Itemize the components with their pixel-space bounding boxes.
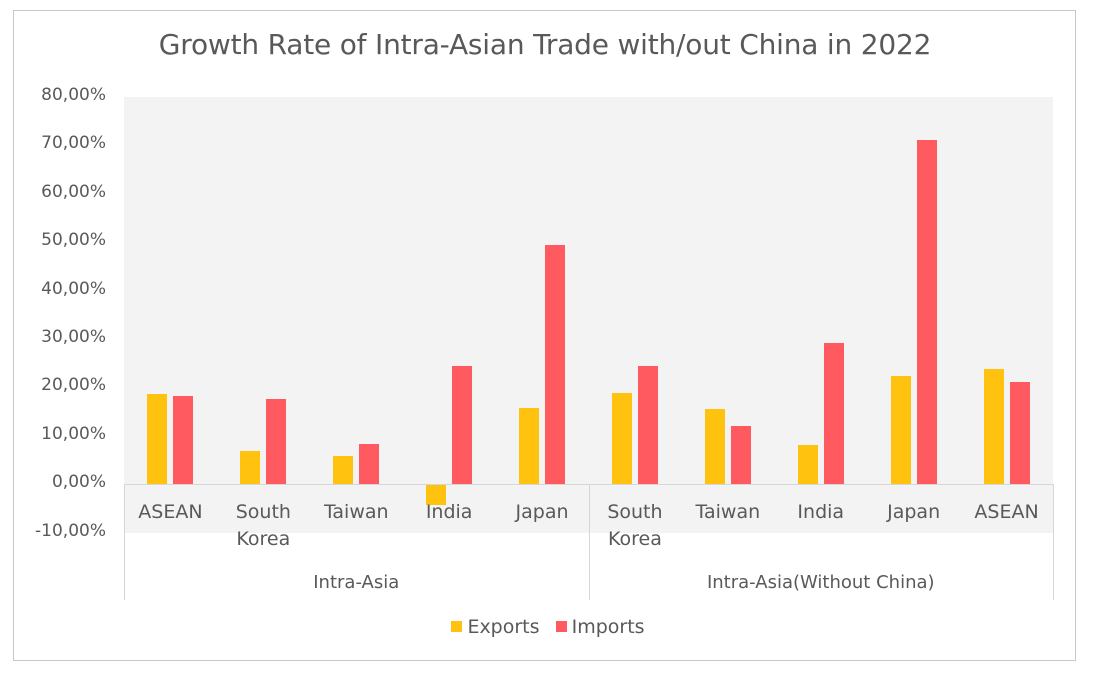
exports-bar[interactable]	[890, 376, 911, 484]
y-tick-label: 20,00%	[41, 375, 106, 396]
legend-label-imports: Imports	[571, 615, 645, 638]
group-label: Intra-Asia(Without China)	[706, 572, 935, 593]
category-label: Taiwan	[310, 499, 403, 526]
category-label: India	[774, 499, 867, 526]
y-tick-label: 0,00%	[51, 472, 106, 493]
imports-bar[interactable]	[916, 139, 937, 484]
category-label: South Korea	[217, 499, 310, 553]
exports-bar[interactable]	[704, 408, 725, 484]
legend: Exports Imports	[0, 615, 1096, 638]
category-label: Taiwan	[681, 499, 774, 526]
y-tick-label: 40,00%	[41, 278, 106, 299]
imports-swatch-icon	[555, 621, 567, 632]
legend-item-exports[interactable]: Exports	[451, 615, 540, 638]
group-label: Intra-Asia	[313, 572, 400, 593]
group-divider	[1053, 484, 1054, 600]
category-label-line1: India	[425, 501, 473, 523]
exports-bar[interactable]	[797, 445, 818, 484]
category-label: Japan	[867, 499, 960, 526]
category-label-line1: ASEAN	[974, 501, 1039, 523]
exports-bar[interactable]	[240, 450, 261, 484]
category-label-line1: South	[607, 501, 663, 523]
legend-item-imports[interactable]: Imports	[555, 615, 645, 638]
imports-bar[interactable]	[545, 244, 566, 484]
y-tick-label: 50,00%	[41, 230, 106, 251]
plot-area	[124, 97, 1053, 533]
category-label-line2: Korea	[608, 528, 662, 550]
imports-bar[interactable]	[359, 443, 380, 484]
imports-bar[interactable]	[266, 398, 287, 484]
imports-bar[interactable]	[730, 425, 751, 484]
category-label-line1: Taiwan	[323, 501, 389, 523]
exports-bar[interactable]	[519, 408, 540, 484]
category-label-line2: Korea	[236, 528, 291, 550]
category-label: ASEAN	[960, 499, 1053, 526]
category-label-line1: South	[235, 501, 291, 523]
y-tick-label: 30,00%	[41, 327, 106, 347]
exports-bar[interactable]	[333, 455, 354, 484]
y-tick-label: -10,00%	[35, 520, 106, 541]
category-label-line1: Taiwan	[695, 501, 761, 523]
category-label: South Korea	[589, 499, 682, 553]
category-label: Japan	[496, 499, 589, 526]
y-tick-label: 60,00%	[41, 181, 106, 202]
chart-title: Growth Rate of Intra-Asian Trade with/ou…	[158, 28, 932, 61]
imports-bar[interactable]	[173, 395, 194, 484]
imports-bar[interactable]	[452, 365, 473, 484]
category-label: India	[403, 499, 496, 526]
exports-bar[interactable]	[147, 393, 168, 484]
imports-bar[interactable]	[1009, 381, 1030, 484]
category-label: ASEAN	[124, 499, 217, 526]
y-tick-label: 10,00%	[41, 423, 106, 444]
category-label-line1: India	[797, 501, 845, 523]
exports-swatch-icon	[451, 621, 463, 632]
group-divider	[589, 484, 590, 600]
exports-bar[interactable]	[611, 393, 632, 484]
group-divider	[124, 484, 125, 600]
exports-bar[interactable]	[426, 484, 447, 505]
category-label-line1: Japan	[515, 501, 569, 523]
category-label-line1: Japan	[887, 501, 941, 523]
y-tick-label: 70,00%	[41, 133, 106, 154]
imports-bar[interactable]	[637, 365, 658, 484]
imports-bar[interactable]	[823, 343, 844, 484]
legend-label-exports: Exports	[467, 615, 540, 638]
y-tick-label: 80,00%	[41, 85, 106, 105]
exports-bar[interactable]	[983, 368, 1004, 484]
zero-baseline	[124, 484, 1053, 485]
category-label-line1: ASEAN	[138, 501, 203, 523]
